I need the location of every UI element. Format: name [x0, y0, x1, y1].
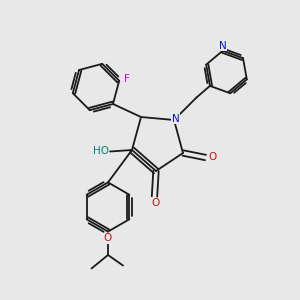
Text: F: F — [124, 74, 130, 84]
Text: N: N — [172, 113, 179, 124]
Text: HO: HO — [92, 146, 109, 157]
Text: O: O — [104, 233, 112, 243]
Text: O: O — [152, 198, 160, 208]
Text: N: N — [219, 40, 226, 51]
Text: O: O — [208, 152, 216, 163]
